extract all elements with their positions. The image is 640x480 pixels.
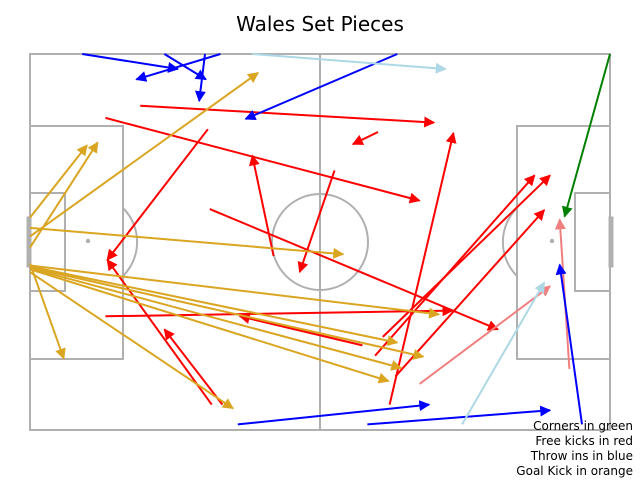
right-six-yard-box — [574, 192, 611, 292]
legend: Corners in green Free kicks in red Throw… — [516, 419, 633, 478]
left-penalty-arc — [122, 207, 139, 277]
right-goal — [608, 216, 614, 268]
pass-arrow-3-3 — [194, 53, 206, 103]
right-penalty-arc — [501, 207, 518, 277]
pass-arrow-3-0 — [82, 53, 179, 73]
pass-arrow-5-2 — [29, 141, 99, 249]
pass-arrow-1-8 — [238, 313, 363, 347]
pass-arrows — [29, 53, 611, 426]
pass-arrow-3-7 — [555, 263, 583, 425]
pass-arrow-1-13 — [382, 174, 551, 338]
pass-arrow-3-6 — [367, 405, 552, 426]
pass-arrow-5-5 — [29, 264, 440, 319]
pass-arrow-1-4 — [297, 170, 336, 274]
pass-arrow-5-1 — [29, 144, 88, 219]
pass-arrow-1-3 — [351, 131, 379, 146]
pass-arrow-4-1 — [461, 281, 546, 425]
pass-arrow-1-10 — [163, 328, 224, 406]
pass-arrow-3-2 — [135, 53, 221, 82]
pass-arrow-3-1 — [163, 53, 207, 81]
legend-free-kicks: Free kicks in red — [535, 434, 633, 448]
pass-arrow-1-14 — [394, 209, 546, 378]
pass-arrow-1-1 — [105, 116, 421, 204]
centre-circle — [271, 193, 369, 291]
pass-arrow-1-5 — [248, 154, 275, 257]
pass-arrow-3-4 — [244, 53, 398, 121]
legend-corners: Corners in green — [533, 419, 633, 433]
pass-arrow-4-0 — [252, 53, 447, 74]
legend-goal-kicks: Goal Kick in orange — [516, 464, 633, 478]
pitch — [26, 53, 614, 431]
pass-arrow-5-3 — [29, 226, 345, 259]
pass-arrow-5-10 — [29, 271, 234, 410]
pass-arrow-3-5 — [237, 400, 431, 426]
pass-arrow-5-0 — [29, 71, 259, 238]
pass-arrow-1-11 — [388, 131, 457, 405]
legend-throw-ins: Throw ins in blue — [530, 449, 633, 463]
pass-arrow-5-4 — [29, 263, 66, 360]
pass-arrow-5-9 — [29, 268, 390, 384]
pass-arrow-0-0 — [561, 53, 611, 218]
pass-arrow-1-9 — [106, 259, 213, 406]
pass-arrow-5-6 — [29, 265, 399, 346]
right-penalty-spot — [549, 238, 555, 244]
left-penalty-spot — [85, 238, 91, 244]
left-goal — [26, 216, 32, 268]
pass-arrow-1-2 — [106, 128, 209, 261]
chart-title: Wales Set Pieces — [236, 12, 404, 36]
pass-arrow-5-7 — [29, 266, 425, 360]
pass-arrow-5-8 — [29, 267, 403, 371]
pass-arrow-2-0 — [419, 285, 551, 385]
pass-arrow-1-7 — [105, 305, 454, 318]
pass-arrow-1-12 — [374, 174, 536, 357]
right-penalty-box — [516, 125, 611, 360]
pass-arrow-1-0 — [140, 104, 436, 128]
